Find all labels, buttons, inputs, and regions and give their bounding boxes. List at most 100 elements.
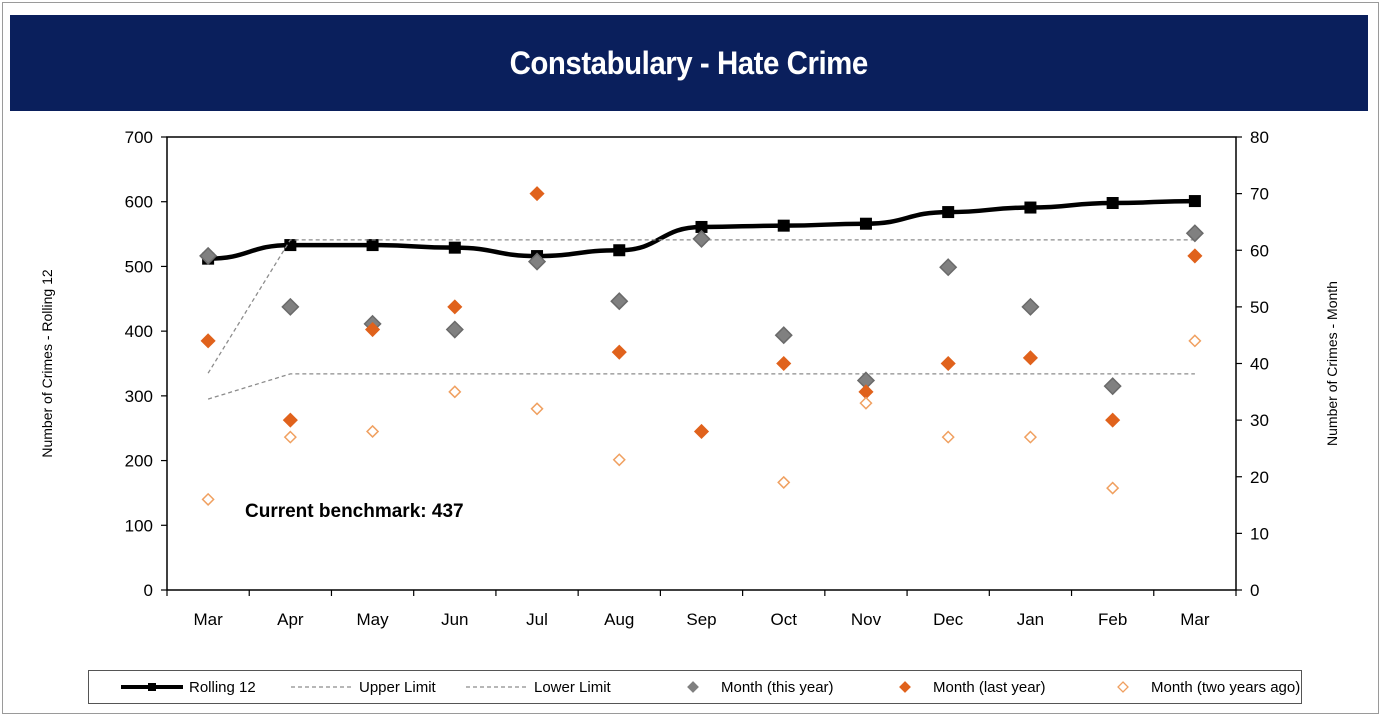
legend-item: Month (two years ago) <box>1099 671 1300 703</box>
rolling-12-point <box>1106 197 1119 210</box>
rolling-12-point <box>859 217 872 230</box>
series-3-point <box>199 246 218 265</box>
x-tick-label: Feb <box>1098 610 1127 629</box>
legend-label: Month (two years ago) <box>1151 678 1301 696</box>
x-tick-label: Nov <box>851 610 882 629</box>
series-5-point <box>612 453 626 467</box>
x-tick-label: May <box>357 610 390 629</box>
legend-item: Lower Limit <box>464 671 611 703</box>
legend-swatch <box>687 681 699 693</box>
legend-item: Month (this year) <box>669 671 834 703</box>
series-4-point <box>529 186 545 202</box>
y-left-tick-label: 500 <box>125 257 153 276</box>
series-5-point <box>448 385 462 399</box>
x-tick-label: Oct <box>771 610 798 629</box>
legend-item: Rolling 12 <box>119 671 256 703</box>
x-tick-label: Aug <box>604 610 634 629</box>
series-5-point <box>366 424 380 439</box>
y-right-tick-label: 40 <box>1250 355 1269 374</box>
legend-label: Month (last year) <box>933 678 1046 696</box>
x-tick-label: Sep <box>686 610 716 629</box>
series-4-point <box>858 384 874 400</box>
x-tick-label: Mar <box>1180 610 1210 629</box>
series-4-point <box>940 355 956 372</box>
y-right-tick-label: 60 <box>1250 241 1269 260</box>
series-4-point <box>776 355 792 372</box>
series-4-point <box>1022 350 1038 366</box>
y-left-tick-label: 600 <box>125 193 153 212</box>
y-right-tick-label: 0 <box>1250 581 1259 600</box>
x-tick-label: Mar <box>193 610 223 629</box>
y-right-tick-label: 70 <box>1250 185 1269 204</box>
legend-swatch <box>291 686 353 688</box>
series-5-point <box>201 492 215 506</box>
y-left-tick-label: 700 <box>125 128 153 147</box>
y-left-axis-label: Number of Crimes - Rolling 12 <box>39 269 55 457</box>
y-left-tick-label: 300 <box>125 387 153 406</box>
series-3-point <box>1021 297 1040 316</box>
x-tick-label: Jun <box>441 610 468 629</box>
series-3-point <box>774 326 793 345</box>
series-4-point <box>1105 412 1121 428</box>
rolling-12-point <box>1188 195 1201 208</box>
series-5-point <box>530 402 544 416</box>
rolling-12-point <box>613 244 626 257</box>
legend-swatch <box>899 681 911 693</box>
series-3-point <box>939 258 958 277</box>
rolling-12-point <box>284 239 297 252</box>
benchmark-annotation: Current benchmark: 437 <box>245 501 464 522</box>
legend-label: Month (this year) <box>721 678 834 696</box>
series-5-point <box>941 430 955 444</box>
series-5-point <box>777 475 791 489</box>
x-tick-label: Jan <box>1017 610 1044 629</box>
legend-swatch <box>121 683 183 691</box>
y-right-tick-label: 30 <box>1250 411 1269 430</box>
legend-swatch <box>466 686 528 688</box>
y-right-tick-label: 10 <box>1250 524 1269 543</box>
series-5-point <box>1023 430 1037 444</box>
y-left-tick-label: 200 <box>125 452 153 471</box>
legend-label: Rolling 12 <box>189 678 256 696</box>
y-left-tick-label: 400 <box>125 322 153 341</box>
series-4-point <box>1187 248 1203 264</box>
series-4-point <box>611 344 627 360</box>
legend-item: Month (last year) <box>881 671 1046 703</box>
series-4-point <box>282 412 298 428</box>
series-4-point <box>447 299 463 315</box>
rolling-12-point <box>695 220 708 233</box>
series-3-point <box>281 297 300 316</box>
rolling-12-point <box>448 241 461 254</box>
series-4-point <box>200 333 216 349</box>
series-2-line <box>207 373 1195 400</box>
rolling-12-point <box>1024 201 1037 214</box>
x-tick-label: Dec <box>933 610 964 629</box>
y-left-tick-label: 0 <box>144 581 153 600</box>
legend-label: Lower Limit <box>534 678 611 696</box>
series-3-point <box>527 252 547 271</box>
series-3-point <box>692 229 711 248</box>
series-5-point <box>859 396 873 410</box>
chart-legend: Rolling 12 Upper Limit Lower Limit Month (t… <box>88 670 1302 704</box>
rolling-12-point <box>777 219 790 232</box>
series-5-point <box>1188 334 1202 348</box>
y-left-tick-label: 100 <box>125 516 153 535</box>
series-3-point <box>610 292 629 311</box>
y-right-tick-label: 80 <box>1250 128 1269 147</box>
series-5-point <box>1106 481 1120 495</box>
legend-item: Upper Limit <box>289 671 436 703</box>
y-right-tick-label: 20 <box>1250 468 1269 487</box>
x-tick-label: Apr <box>277 610 304 629</box>
title-bar: Constabulary - Hate Crime <box>10 15 1368 111</box>
y-right-tick-label: 50 <box>1250 298 1269 317</box>
chart-plot: 0 100 200 300 400 500 600 700 0 10 20 30 40 50 60 70 80 M… <box>39 128 1340 629</box>
rolling-12-point <box>366 239 379 252</box>
series-3-point <box>1103 377 1122 396</box>
legend-swatch <box>1117 681 1129 693</box>
y-right-axis-label: Number of Crimes - Month <box>1324 281 1340 446</box>
legend-label: Upper Limit <box>359 678 436 696</box>
series-4-point <box>365 321 381 338</box>
rolling-12-point <box>942 206 955 219</box>
series-1-line <box>207 239 1195 374</box>
chart-title: Constabulary - Hate Crime <box>509 44 869 81</box>
